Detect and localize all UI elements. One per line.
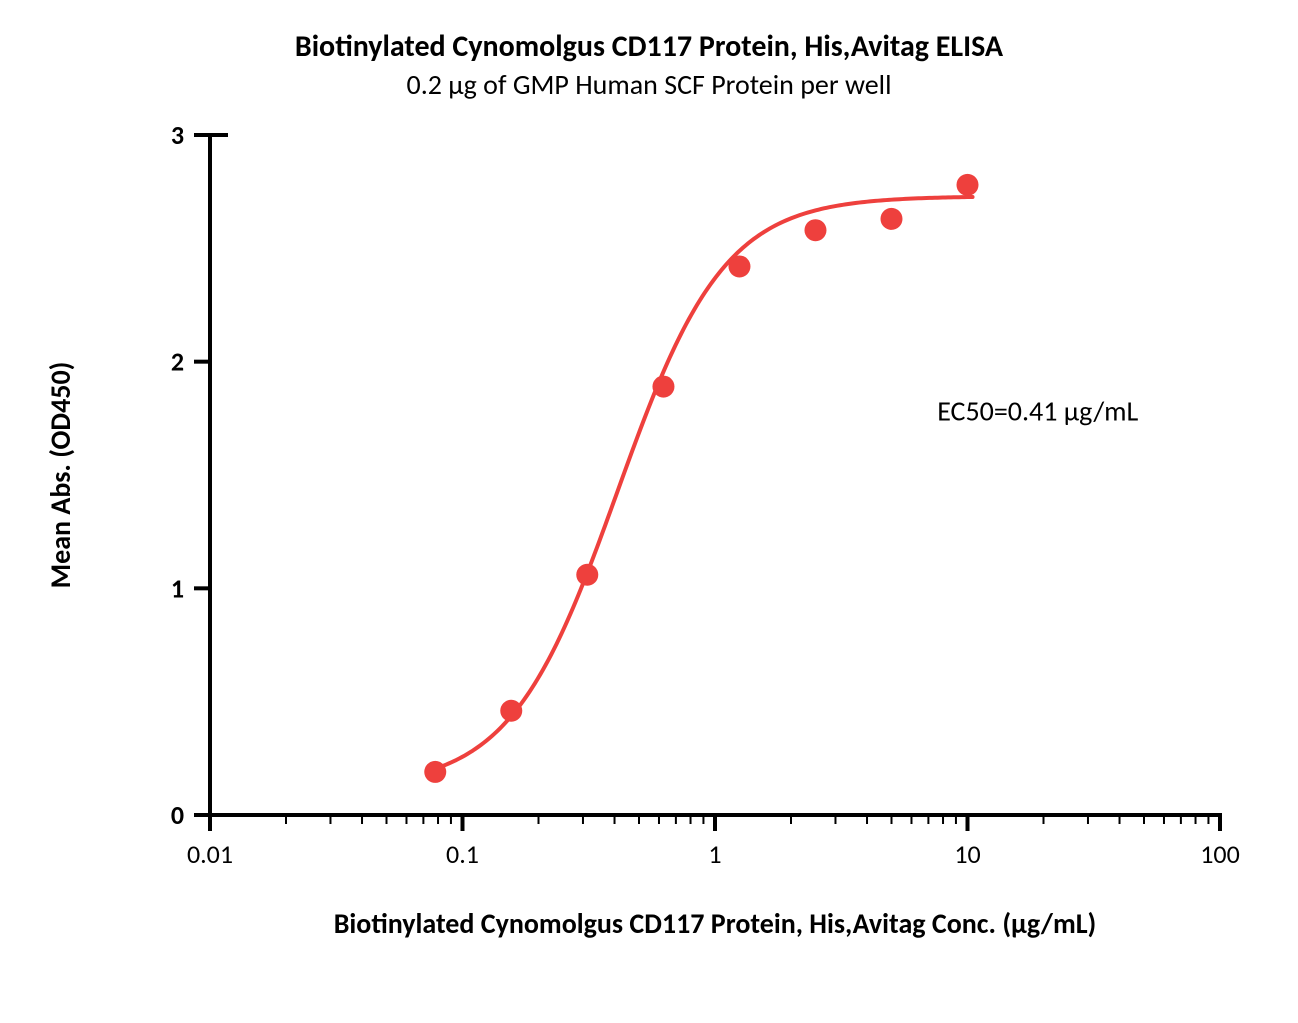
x-tick-label: 1 (708, 838, 721, 870)
data-point (424, 761, 446, 783)
x-tick-label: 0.01 (187, 838, 233, 870)
data-point (576, 564, 598, 586)
x-ticks: 0.01 0.1 1 10 100 (187, 815, 1240, 870)
data-point (957, 174, 979, 196)
axes (209, 135, 1220, 815)
y-axis-label: Mean Abs. (OD450) (43, 362, 78, 589)
data-points (424, 174, 978, 783)
chart-subtitle: 0.2 μg of GMP Human SCF Protein per well (0, 67, 1298, 102)
fit-curve (432, 197, 972, 770)
x-tick-label: 10 (954, 838, 980, 870)
data-point (880, 208, 902, 230)
x-tick-label: 0.1 (446, 838, 479, 870)
x-axis-label: Biotinylated Cynomolgus CD117 Protein, H… (334, 906, 1097, 941)
y-tick-label: 3 (171, 119, 184, 151)
sigmoid-path (432, 197, 972, 770)
y-tick-label: 0 (171, 799, 184, 831)
chart-title-block: Biotinylated Cynomolgus CD117 Protein, H… (0, 28, 1298, 102)
data-point (652, 376, 674, 398)
data-point (500, 700, 522, 722)
y-tick-label: 1 (171, 572, 184, 604)
data-point (728, 255, 750, 277)
x-tick-label: 100 (1200, 838, 1240, 870)
y-tick-label: 2 (171, 346, 184, 378)
data-point (804, 219, 826, 241)
chart-container: Biotinylated Cynomolgus CD117 Protein, H… (0, 0, 1298, 1023)
y-ticks: 0 1 2 3 (171, 119, 210, 831)
chart-title: Biotinylated Cynomolgus CD117 Protein, H… (0, 28, 1298, 65)
plot-svg: 0.01 0.1 1 10 100 0 1 2 3 Mean Abs. (OD450) Bio… (0, 0, 1298, 1023)
ec50-annotation: EC50=0.41 μg/mL (937, 394, 1138, 429)
